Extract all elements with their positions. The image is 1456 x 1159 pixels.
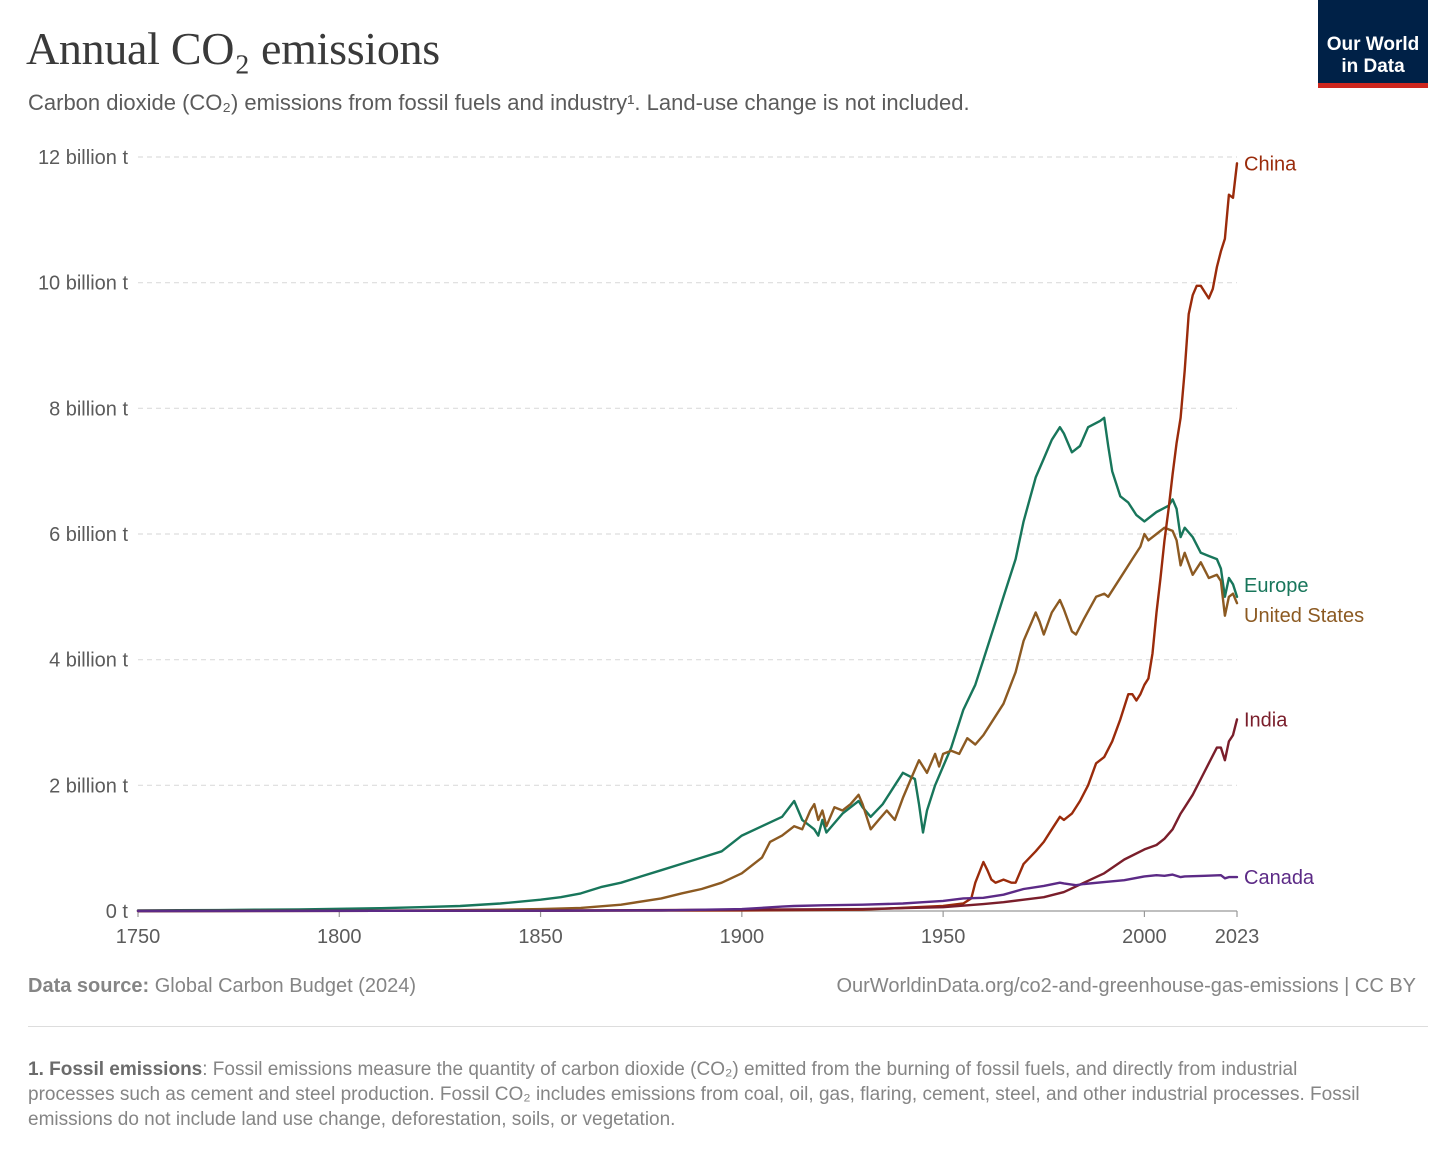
footnote: 1. Fossil emissions: Fossil emissions me… — [28, 1057, 1368, 1132]
x-tick-label: 1750 — [116, 926, 161, 948]
x-tick-label: 1950 — [921, 926, 966, 948]
x-tick-label: 2023 — [1215, 926, 1260, 948]
y-tick-label: 8 billion t — [49, 398, 128, 420]
x-axis: 1750 1800 1850 1900 1950 2000 2023 — [116, 910, 1260, 948]
data-source-value: Global Carbon Budget (2024) — [149, 975, 416, 997]
logo-line-2: in Data — [1341, 56, 1405, 77]
logo-line-1: Our World — [1326, 34, 1420, 55]
footnote-text: : Fossil emissions measure the quantity … — [28, 1059, 1360, 1130]
series-line-united-states[interactable] — [136, 526, 1239, 913]
footer-divider — [28, 1026, 1428, 1027]
chart-subtitle: Carbon dioxide (CO₂) emissions from foss… — [28, 90, 970, 115]
series-label-china[interactable]: China — [1244, 153, 1297, 175]
series-label-united-states[interactable]: United States — [1244, 605, 1364, 627]
line-chart: 0 t 2 billion t 4 billion t 6 billion t 8 bi… — [38, 147, 1364, 948]
series-line-europe[interactable] — [136, 416, 1239, 912]
y-axis: 0 t 2 billion t 4 billion t 6 billion t 8 bi… — [38, 147, 129, 923]
y-tick-label: 6 billion t — [49, 524, 128, 546]
chart-title: Annual CO₂ emissions — [26, 23, 440, 74]
y-tick-label: 4 billion t — [49, 650, 128, 672]
y-tick-label: 12 billion t — [38, 147, 129, 169]
grid-layer — [138, 156, 1237, 786]
y-tick-label: 10 billion t — [38, 273, 129, 295]
x-tick-label: 2000 — [1122, 926, 1167, 948]
owid-logo[interactable]: Our World in Data — [1318, 0, 1428, 88]
data-source-label: Data source: — [28, 975, 150, 997]
x-tick-label: 1900 — [720, 926, 765, 948]
series-layer — [136, 162, 1239, 913]
footnote-label: 1. Fossil emissions — [28, 1059, 203, 1080]
x-tick-label: 1800 — [317, 926, 362, 948]
series-label-india[interactable]: India — [1244, 709, 1288, 731]
series-line-india[interactable] — [136, 718, 1239, 913]
x-tick-label: 1850 — [518, 926, 563, 948]
series-line-china[interactable] — [136, 162, 1239, 913]
data-source: Data source: Global Carbon Budget (2024) — [28, 975, 416, 998]
series-labels: China Europe United States India Canada — [1244, 153, 1364, 889]
y-tick-label: 2 billion t — [49, 775, 128, 797]
series-label-canada[interactable]: Canada — [1244, 867, 1315, 889]
y-tick-label: 0 t — [106, 901, 129, 923]
series-line-canada[interactable] — [136, 873, 1239, 913]
series-label-europe[interactable]: Europe — [1244, 575, 1309, 597]
source-url-link[interactable]: OurWorldinData.org/co2-and-greenhouse-ga… — [836, 975, 1416, 997]
